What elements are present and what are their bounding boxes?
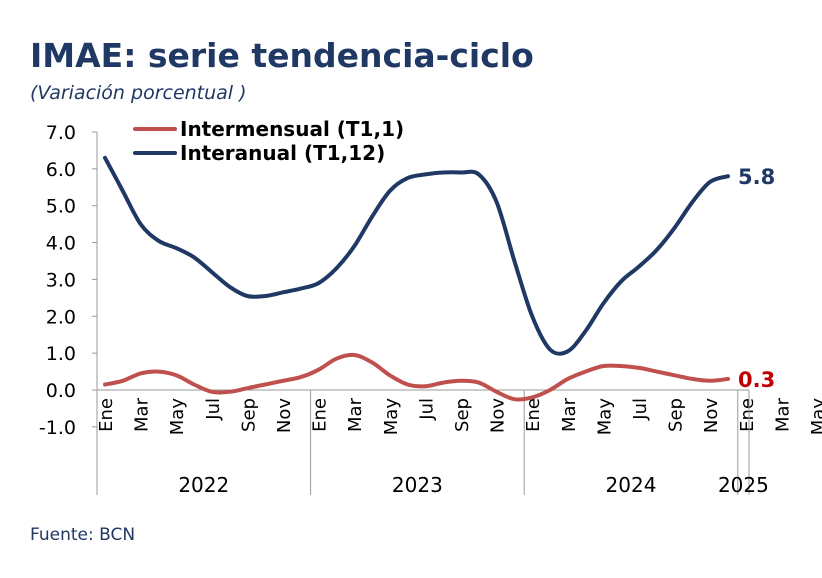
x-tick-label: May xyxy=(594,398,615,436)
x-tick-label: May xyxy=(808,398,822,436)
year-label: 2025 xyxy=(718,473,769,497)
chart-subtitle: (Variación porcentual ) xyxy=(30,82,247,104)
x-tick-label: Sep xyxy=(238,398,259,432)
x-tick-label: May xyxy=(381,398,402,436)
x-tick-label: Ene xyxy=(310,398,331,432)
x-tick-label: Jul xyxy=(416,398,437,421)
x-tick-label: Nov xyxy=(701,398,722,433)
y-tick-label: 7.0 xyxy=(46,122,76,144)
legend-label: Intermensual (T1,1) xyxy=(180,117,404,141)
x-tick-label: Mar xyxy=(132,397,153,432)
end-value-label: 5.8 xyxy=(738,165,775,189)
y-tick-label: 1.0 xyxy=(46,343,76,365)
x-tick-label: Ene xyxy=(96,398,117,432)
y-tick-label: 3.0 xyxy=(46,269,76,291)
y-tick-label: -1.0 xyxy=(39,417,76,439)
x-tick-label: Ene xyxy=(737,398,758,432)
x-tick-label: Sep xyxy=(666,398,687,432)
y-tick-label: 2.0 xyxy=(46,306,76,328)
x-tick-label: Mar xyxy=(559,397,580,432)
series-interanual-line xyxy=(103,155,730,356)
source-note: Fuente: BCN xyxy=(30,525,136,545)
legend-label: Interanual (T1,12) xyxy=(180,141,385,165)
x-tick-label: Nov xyxy=(488,398,509,433)
series-intermensual-line xyxy=(103,352,730,402)
year-label: 2022 xyxy=(178,473,229,497)
x-tick-label: Ene xyxy=(523,398,544,432)
y-tick-label: 0.0 xyxy=(46,380,76,402)
end-value-label: 0.3 xyxy=(738,368,775,392)
y-tick-label: 5.0 xyxy=(46,196,76,218)
x-tick-label: Nov xyxy=(274,398,295,433)
y-tick-label: 4.0 xyxy=(46,233,76,255)
x-tick-label: Sep xyxy=(452,398,473,432)
x-tick-label: May xyxy=(167,398,188,436)
chart-title: IMAE: serie tendencia-ciclo xyxy=(30,36,534,75)
y-tick-label: 6.0 xyxy=(46,159,76,181)
year-label: 2023 xyxy=(392,473,443,497)
x-tick-label: Jul xyxy=(203,398,224,421)
x-tick-label: Jul xyxy=(630,398,651,421)
x-tick-label: Mar xyxy=(772,397,793,432)
year-label: 2024 xyxy=(606,473,657,497)
x-tick-label: Mar xyxy=(345,397,366,432)
